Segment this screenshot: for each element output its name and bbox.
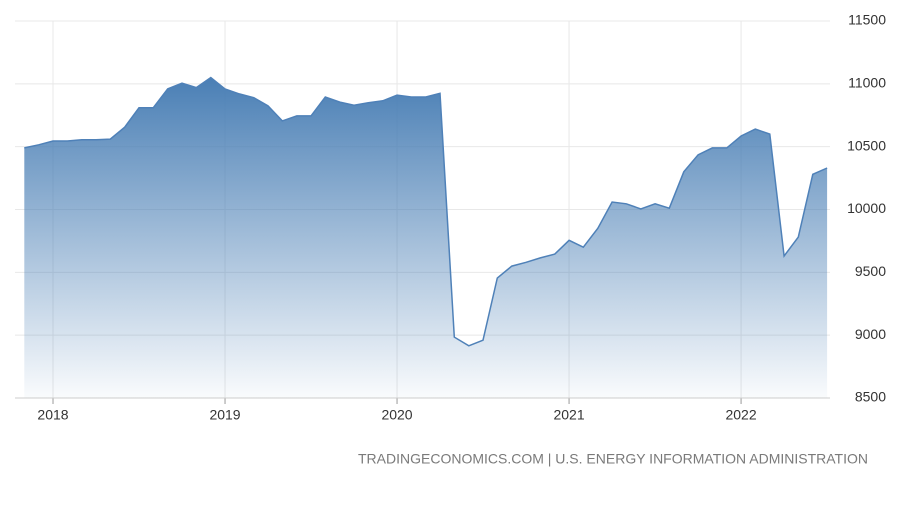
line bbox=[24, 76, 828, 347]
x-tick-label: 2018 bbox=[37, 407, 68, 423]
y-tick-label: 8500 bbox=[855, 389, 886, 405]
x-tick-label: 2022 bbox=[725, 407, 756, 423]
y-tick-label: 9500 bbox=[855, 263, 886, 279]
area-fill bbox=[24, 77, 828, 398]
x-tick-label: 2020 bbox=[381, 407, 412, 423]
y-tick-label: 10500 bbox=[847, 137, 886, 153]
x-tick-label: 2019 bbox=[209, 407, 240, 423]
y-tick-label: 10000 bbox=[847, 200, 886, 216]
y-tick-label: 9000 bbox=[855, 326, 886, 342]
source: TRADINGECONOMICS.COM | U.S. ENERGY INFOR… bbox=[358, 451, 868, 467]
y-tick-label: 11500 bbox=[848, 12, 886, 28]
x-tick-label: 2021 bbox=[553, 407, 584, 423]
y-tick-label: 11000 bbox=[848, 75, 886, 91]
